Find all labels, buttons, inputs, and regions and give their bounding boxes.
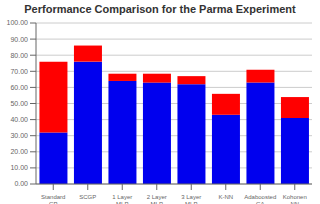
html-text:Performance Comparison for the: Performance Comparison for the Parma Exp… xyxy=(24,3,296,15)
svg-text:K-NN: K-NN xyxy=(218,194,233,200)
svg-text:100.00: 100.00 xyxy=(8,19,28,26)
svg-text:20.00: 20.00 xyxy=(10,148,28,155)
svg-text:40.00: 40.00 xyxy=(10,116,28,123)
svg-text:90.00: 90.00 xyxy=(10,36,28,43)
svg-text:60.00: 60.00 xyxy=(10,84,28,91)
svg-text:10.00: 10.00 xyxy=(10,164,28,171)
svg-text:0.00: 0.00 xyxy=(14,180,28,187)
svg-text:70.00: 70.00 xyxy=(10,68,28,75)
svg-text:AdaboostedGA: AdaboostedGA xyxy=(244,194,276,204)
svg-text:StandardGP: StandardGP xyxy=(41,194,65,204)
svg-text:KohonenNN: KohonenNN xyxy=(283,194,307,204)
svg-text:2 LayerMLP: 2 LayerMLP xyxy=(147,194,167,204)
svg-text:50.00: 50.00 xyxy=(10,100,28,107)
svg-text:30.00: 30.00 xyxy=(10,132,28,139)
svg-text:SCGP: SCGP xyxy=(79,194,96,200)
svg-text:3 LayerMLP: 3 LayerMLP xyxy=(181,194,201,204)
svg-text:80.00: 80.00 xyxy=(10,52,28,59)
svg-text:1 LayerMLP: 1 LayerMLP xyxy=(112,194,132,204)
